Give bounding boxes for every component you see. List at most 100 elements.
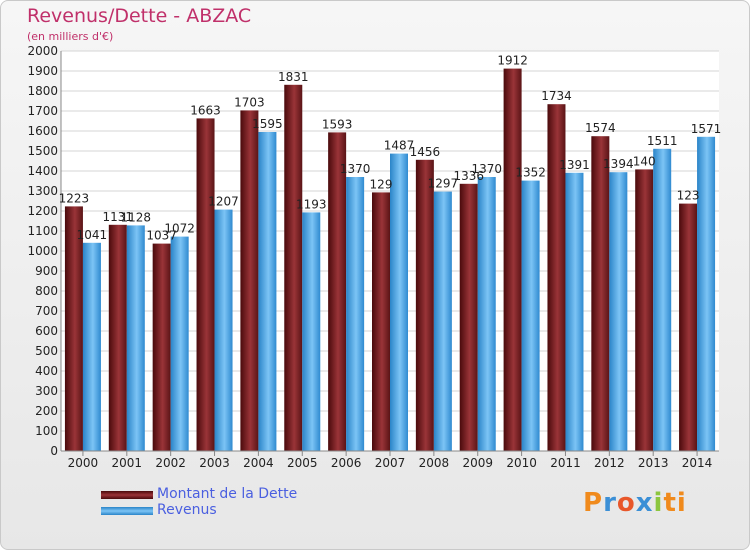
data-label-dette: 1663 — [190, 103, 221, 117]
x-tick-label: 2009 — [462, 456, 493, 470]
data-label-revenus: 1193 — [296, 197, 327, 211]
legend-swatch-revenus — [101, 507, 153, 515]
y-tick-label: 800 — [35, 284, 58, 298]
x-tick-label: 2011 — [550, 456, 581, 470]
x-tick-label: 2001 — [112, 456, 143, 470]
x-tick-label: 2004 — [243, 456, 274, 470]
bar-revenus — [302, 212, 321, 451]
bar-revenus — [82, 242, 101, 451]
bar-dette — [591, 136, 610, 451]
y-tick-label: 1400 — [27, 164, 58, 178]
y-tick-label: 200 — [35, 404, 58, 418]
legend-label-revenus: Revenus — [157, 502, 217, 518]
data-label-dette: 1574 — [585, 121, 616, 135]
y-tick-label: 1200 — [27, 204, 58, 218]
bar-revenus — [521, 180, 540, 451]
bar-dette — [64, 206, 83, 451]
bar-dette — [372, 192, 390, 451]
y-tick-label: 500 — [35, 344, 58, 358]
data-label-revenus: 1041 — [77, 228, 108, 242]
logo-letter: o — [616, 488, 636, 518]
bar-revenus — [565, 172, 584, 452]
data-label-dette: 1037 — [146, 229, 177, 243]
bar-revenus — [609, 172, 628, 451]
bar-dette — [108, 224, 127, 451]
y-tick-label: 1500 — [27, 144, 58, 158]
x-tick-label: 2014 — [682, 456, 713, 470]
data-label-revenus: 1571 — [691, 122, 722, 136]
data-label-revenus: 1370 — [471, 162, 502, 176]
x-axis: 2000 2001 2002 2003 2004 2005 2006 2007 2008 2009… — [61, 450, 719, 470]
x-tick-label: 2008 — [419, 456, 450, 470]
y-tick-label: 1700 — [27, 104, 58, 118]
bar-dette — [547, 104, 566, 451]
y-tick-label: 0 — [50, 444, 58, 458]
bar-revenus — [697, 136, 716, 452]
logo-letter: i — [653, 488, 664, 518]
bar-series — [64, 68, 716, 452]
bar-revenus — [653, 148, 672, 452]
x-tick-label: 2012 — [594, 456, 625, 470]
bar-dette — [196, 118, 215, 452]
data-label-revenus: 1487 — [384, 139, 415, 153]
data-label-dette: 1734 — [541, 89, 572, 103]
y-tick-label: 1800 — [27, 84, 58, 98]
y-tick-label: 2000 — [27, 44, 58, 58]
bar-dette — [503, 68, 522, 451]
logo-letter: r — [603, 488, 617, 518]
bar-revenus — [477, 177, 496, 451]
data-label-dette: 1336 — [453, 169, 484, 183]
bar-dette — [152, 243, 171, 451]
y-tick-label: 700 — [35, 304, 58, 318]
y-tick-label: 400 — [35, 364, 58, 378]
y-tick-label: 1300 — [27, 184, 58, 198]
data-label-dette: 1223 — [59, 191, 90, 205]
data-label-dette: 1131 — [103, 210, 134, 224]
y-tick-label: 1600 — [27, 124, 58, 138]
y-tick-label: 1000 — [27, 244, 58, 258]
data-label-revenus: 1128 — [121, 210, 152, 224]
data-label-revenus: 1297 — [428, 177, 459, 191]
bar-dette — [635, 169, 654, 451]
data-label-revenus: 1511 — [647, 134, 678, 148]
bar-revenus — [126, 225, 145, 451]
x-tick-label: 2013 — [638, 456, 669, 470]
bar-revenus — [214, 209, 233, 451]
x-tick-label: 2005 — [287, 456, 318, 470]
bar-dette — [459, 183, 478, 452]
data-label-revenus: 1391 — [559, 158, 590, 172]
logo-letter: P — [583, 488, 604, 518]
data-label-dette: 129 — [370, 177, 393, 191]
bar-dette — [679, 203, 698, 451]
x-tick-label: 2000 — [68, 456, 99, 470]
chart-subtitle: (en milliers d'€) — [27, 30, 114, 43]
legend-swatch-dette — [101, 491, 153, 499]
bar-revenus — [433, 191, 452, 451]
y-tick-label: 1100 — [27, 224, 58, 238]
x-tick-label: 2007 — [375, 456, 406, 470]
data-label-revenus: 1207 — [208, 195, 239, 209]
data-label-revenus: 1394 — [603, 157, 634, 171]
y-axis: 0 100 200 300 400 500 600 700 800 900 1000 1100 1200… — [27, 44, 62, 458]
x-tick-label: 2010 — [506, 456, 537, 470]
data-label-revenus: 1595 — [252, 117, 283, 131]
x-tick-label: 2003 — [199, 456, 230, 470]
data-label-dette: 1831 — [278, 70, 309, 84]
data-label-dette: 1456 — [410, 145, 441, 159]
data-label-dette: 1593 — [322, 117, 353, 131]
data-label-dette: 1703 — [234, 95, 265, 109]
data-label-revenus: 1352 — [515, 166, 546, 180]
bar-revenus — [258, 132, 277, 451]
data-label-dette: 140 — [633, 154, 656, 168]
y-tick-label: 600 — [35, 324, 58, 338]
logo-letter: x — [635, 488, 654, 518]
bar-revenus — [390, 153, 408, 451]
data-label-dette: 123 — [677, 189, 700, 203]
proxiti-logo: Proxiti — [583, 488, 687, 518]
logo-letter: ti — [663, 488, 687, 518]
chart-title: Revenus/Dette - ABZAC — [27, 5, 252, 27]
bar-dette — [240, 110, 259, 452]
